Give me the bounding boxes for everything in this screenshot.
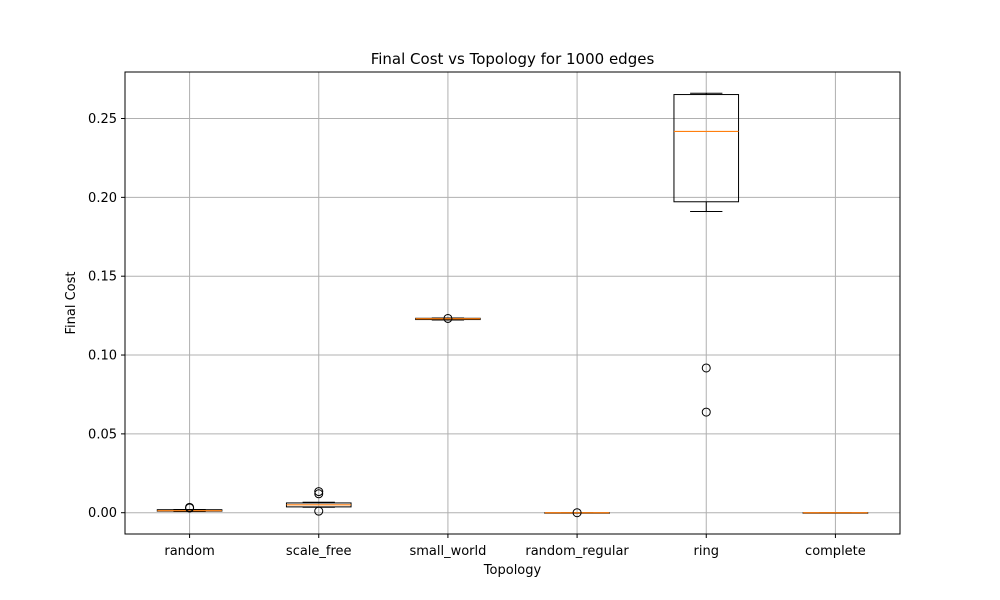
x-tick-label: complete [805,544,866,559]
box-small_world [415,313,481,323]
tick-layer: 0.00 0.05 0.10 0.15 0.20 0.25 random scale_free… [88,112,866,559]
outlier-point [314,487,324,497]
x-tick-label: scale_free [286,544,352,559]
y-tick-label: 0.10 [88,349,117,364]
box-scale_free [285,487,352,516]
outlier-point [701,363,711,373]
iqr-box [673,94,740,203]
y-tick-label: 0.15 [88,270,117,285]
plot-frame [124,71,901,535]
y-tick-label: 0.25 [88,112,117,127]
box-random [156,502,223,513]
outlier-point [443,313,453,323]
x-tick-label: small_world [409,544,486,559]
x-tick-label: ring [694,544,719,559]
chart-title: Final Cost vs Topology for 1000 edges [371,50,655,68]
outlier-point [572,508,582,518]
x-axis-title: Topology [483,563,542,578]
x-tick-label: random [164,544,214,559]
box-complete [802,512,869,514]
y-tick-label: 0.05 [88,427,117,442]
x-tick-label: random_regular [525,544,629,559]
outlier-point [701,407,711,417]
outlier-point [314,489,324,499]
outlier-point [185,502,195,512]
y-tick-label: 0.20 [88,191,117,206]
y-axis-title: Final Cost [64,272,79,335]
grid-layer [125,72,900,534]
y-tick-label: 0.00 [88,506,117,521]
outlier-point [314,506,324,516]
box-random_regular [544,508,610,518]
box-layer [156,92,869,518]
box-ring [673,92,740,417]
